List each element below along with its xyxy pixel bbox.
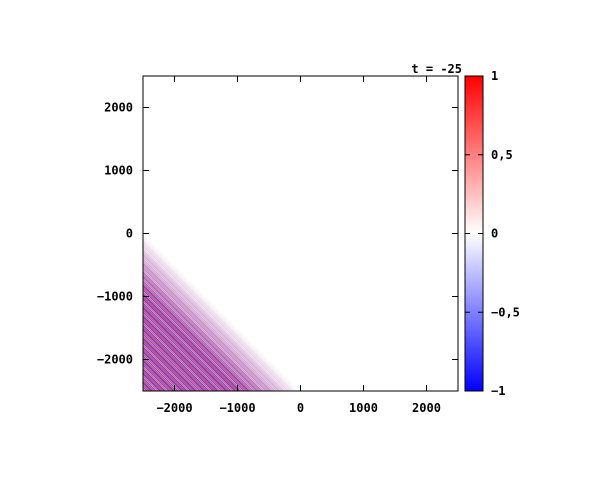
x-tick-label: −2000	[156, 401, 192, 415]
x-tick-label: 2000	[412, 401, 441, 415]
chart-title: t = -25	[411, 62, 462, 76]
y-tick-label: 2000	[104, 101, 133, 115]
colorbar-tick-label: −0,5	[491, 305, 520, 319]
y-tick-label: −1000	[97, 290, 133, 304]
y-tick-label: 0	[126, 227, 133, 241]
colorbar-tick-label: −1	[491, 384, 505, 398]
y-axis: −2000 −1000 0 1000 2000	[97, 101, 458, 367]
colorbar-tick-label: 1	[491, 69, 498, 83]
x-axis: −2000 −1000 0 1000 2000	[156, 76, 441, 415]
colorbar-axis: −1 −0,5 0 0,5 1	[465, 69, 520, 398]
y-tick-label: −2000	[97, 353, 133, 367]
x-tick-label: 1000	[349, 401, 378, 415]
x-tick-label: −1000	[219, 401, 255, 415]
y-tick-label: 1000	[104, 164, 133, 178]
colorbar-tick-label: 0,5	[491, 148, 513, 162]
x-tick-label: 0	[297, 401, 304, 415]
heatmap-field	[143, 76, 458, 391]
colorbar-tick-label: 0	[491, 227, 498, 241]
heatmap-image	[143, 76, 458, 391]
